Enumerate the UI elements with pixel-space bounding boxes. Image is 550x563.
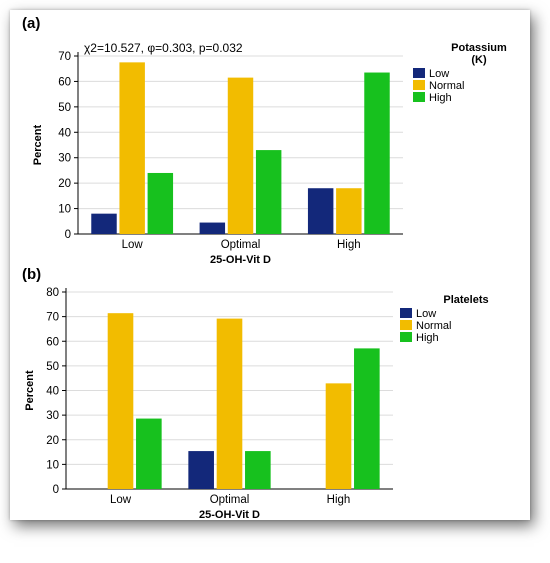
y-axis-title-b: Percent <box>24 370 36 411</box>
y-tick-label-a-30: 30 <box>58 153 71 165</box>
legend-swatch-b-normal <box>400 320 412 330</box>
y-tick-label-b-10: 10 <box>46 459 59 471</box>
x-axis-title-b: 25-OH-Vit D <box>199 509 260 521</box>
bar-a-high-high <box>364 72 390 235</box>
y-tick-label-a-70: 70 <box>58 51 71 63</box>
y-tick-label-b-40: 40 <box>46 386 59 398</box>
legend-label-b-normal: Normal <box>416 320 451 332</box>
y-tick-label-b-0: 0 <box>53 484 59 496</box>
y-tick-label-a-0: 0 <box>65 229 71 241</box>
bar-b-optimal-normal <box>216 318 243 489</box>
x-tick-label-a-optimal: Optimal <box>221 239 261 251</box>
bar-a-optimal-normal <box>227 77 254 234</box>
bar-b-high-high <box>354 348 380 489</box>
y-tick-label-a-10: 10 <box>58 204 71 216</box>
stats-annotation-a: χ2=10.527, φ=0.303, p=0.032 <box>84 41 243 55</box>
legend-swatch-b-high <box>400 332 412 342</box>
y-tick-label-a-40: 40 <box>58 127 71 139</box>
bar-a-low-normal <box>119 62 145 234</box>
x-tick-label-a-high: High <box>337 239 361 251</box>
y-tick-label-a-50: 50 <box>58 102 71 114</box>
bar-b-optimal-low <box>188 451 214 489</box>
bar-b-low-normal <box>107 313 134 489</box>
y-tick-label-a-60: 60 <box>58 76 71 88</box>
bar-a-high-low <box>307 188 334 234</box>
y-tick-label-b-80: 80 <box>46 287 59 299</box>
y-tick-label-b-60: 60 <box>46 336 59 348</box>
bar-b-high-normal <box>325 383 352 489</box>
panel-label-b: (b) <box>22 266 41 283</box>
legend-label-b-high: High <box>416 332 439 344</box>
legend-swatch-a-normal <box>413 80 425 90</box>
bar-b-low-high <box>136 418 162 489</box>
x-axis-title-a: 25-OH-Vit D <box>210 254 271 266</box>
x-tick-label-b-high: High <box>327 494 351 506</box>
bar-b-optimal-high <box>245 451 271 489</box>
legend-title-a: Potassium <box>451 42 507 54</box>
legend-label-a-low: Low <box>429 68 449 80</box>
x-tick-label-b-low: Low <box>110 494 132 506</box>
legend-label-b-low: Low <box>416 308 436 320</box>
bar-a-high-normal <box>336 188 362 234</box>
bar-a-low-high <box>147 172 174 234</box>
y-tick-label-b-70: 70 <box>46 312 59 324</box>
figure-frame <box>10 10 530 520</box>
y-axis-title-a: Percent <box>32 124 44 165</box>
y-tick-label-a-20: 20 <box>58 178 71 190</box>
y-tick-label-b-50: 50 <box>46 361 59 373</box>
bar-a-optimal-low <box>199 222 226 234</box>
x-tick-label-a-low: Low <box>122 239 144 251</box>
legend-label-a-high: High <box>429 92 452 104</box>
bar-a-optimal-high <box>255 150 282 234</box>
legend-title-b: Platelets <box>443 294 488 306</box>
legend-title-line2-a: (K) <box>471 54 487 66</box>
y-tick-label-b-30: 30 <box>46 410 59 422</box>
legend-swatch-a-low <box>413 68 425 78</box>
x-tick-label-b-optimal: Optimal <box>210 494 250 506</box>
legend-swatch-b-low <box>400 308 412 318</box>
panel-label-a: (a) <box>22 15 40 32</box>
bar-a-low-low <box>91 213 117 234</box>
y-tick-label-b-20: 20 <box>46 435 59 447</box>
legend-label-a-normal: Normal <box>429 80 464 92</box>
legend-swatch-a-high <box>413 92 425 102</box>
